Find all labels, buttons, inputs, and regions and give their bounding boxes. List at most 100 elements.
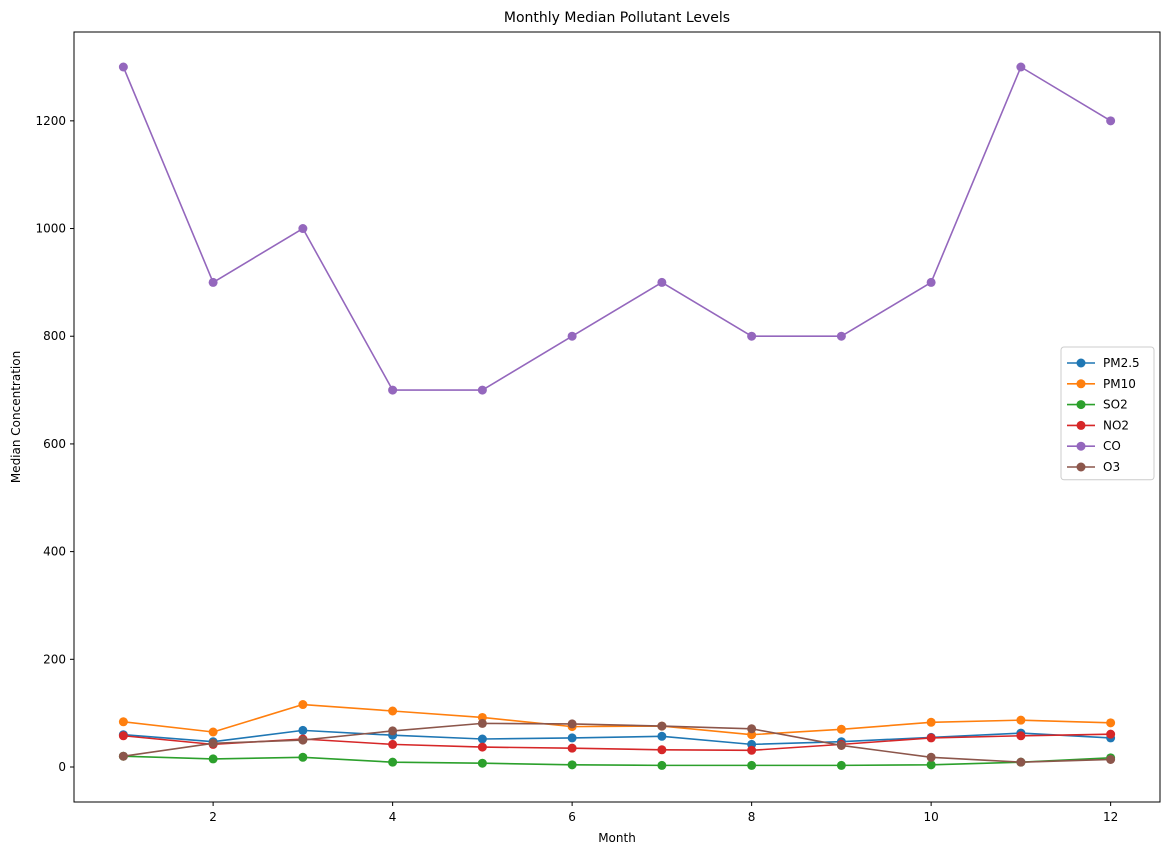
x-tick-label: 2 — [209, 810, 217, 824]
plot-area — [118, 62, 1116, 770]
data-point-no2 — [1016, 731, 1026, 741]
legend-label: CO — [1103, 439, 1121, 453]
legend-marker — [1076, 441, 1086, 451]
data-point-pm2-5 — [298, 725, 308, 735]
series-pm10 — [118, 700, 1116, 740]
series-o3 — [118, 718, 1116, 767]
legend-label: PM10 — [1103, 377, 1136, 391]
data-point-co — [477, 385, 487, 395]
data-point-so2 — [836, 760, 846, 770]
data-point-co — [298, 224, 308, 234]
data-point-o3 — [836, 740, 846, 750]
y-axis-label: Median Concentration — [9, 351, 23, 483]
legend-marker — [1076, 420, 1086, 430]
legend-item-pm10: PM10 — [1067, 377, 1136, 391]
y-axis: 0 200 400 600 800 1000 1200 — [35, 114, 74, 774]
series-line-o3 — [123, 722, 1111, 763]
data-point-so2 — [657, 760, 667, 770]
legend-marker — [1076, 379, 1086, 389]
data-point-o3 — [1106, 754, 1116, 764]
data-point-no2 — [477, 742, 487, 752]
data-point-so2 — [926, 760, 936, 770]
data-point-pm10 — [836, 724, 846, 734]
data-point-co — [1016, 62, 1026, 72]
y-tick-label: 800 — [43, 329, 66, 343]
data-point-so2 — [477, 758, 487, 768]
data-point-co — [1106, 116, 1116, 126]
legend-item-pm2-5: PM2.5 — [1067, 356, 1140, 370]
plot-frame — [73, 31, 1161, 803]
data-point-o3 — [477, 718, 487, 728]
chart-title: Monthly Median Pollutant Levels — [504, 10, 730, 26]
legend-marker — [1076, 400, 1086, 410]
legend-marker — [1076, 462, 1086, 472]
y-tick-label: 1200 — [35, 114, 66, 128]
data-point-pm10 — [118, 717, 128, 727]
series-no2 — [118, 729, 1116, 755]
x-tick-label: 4 — [389, 810, 397, 824]
data-point-so2 — [208, 754, 218, 764]
data-point-pm2-5 — [477, 734, 487, 744]
x-tick-label: 10 — [923, 810, 938, 824]
x-tick-label: 12 — [1103, 810, 1118, 824]
legend-item-so2: SO2 — [1067, 398, 1128, 412]
data-point-co — [118, 62, 128, 72]
data-point-co — [388, 385, 398, 395]
data-point-co — [657, 277, 667, 287]
data-point-co — [208, 277, 218, 287]
data-point-so2 — [747, 760, 757, 770]
legend-label: NO2 — [1103, 418, 1129, 432]
data-point-so2 — [567, 760, 577, 770]
legend-marker — [1076, 358, 1086, 368]
data-point-pm10 — [298, 700, 308, 710]
legend-item-co: CO — [1067, 439, 1121, 453]
data-point-no2 — [926, 733, 936, 743]
data-point-no2 — [657, 745, 667, 755]
data-point-no2 — [1106, 729, 1116, 739]
data-point-o3 — [208, 738, 218, 748]
data-point-pm2-5 — [567, 733, 577, 743]
x-tick-label: 6 — [568, 810, 576, 824]
data-point-o3 — [388, 726, 398, 736]
data-point-pm10 — [926, 717, 936, 727]
data-point-pm10 — [1016, 715, 1026, 725]
series-line-co — [122, 66, 1112, 391]
data-point-o3 — [1016, 757, 1026, 767]
data-point-so2 — [388, 757, 398, 767]
legend-item-o3: O3 — [1067, 460, 1120, 474]
data-point-no2 — [118, 731, 128, 741]
data-point-pm2-5 — [657, 731, 667, 741]
data-point-o3 — [118, 751, 128, 761]
y-tick-label: 200 — [43, 652, 66, 666]
data-point-o3 — [298, 735, 308, 745]
data-point-co — [747, 331, 757, 341]
data-point-co — [836, 331, 846, 341]
data-point-pm10 — [208, 727, 218, 737]
series-line-so2 — [123, 755, 1111, 767]
series-so2 — [118, 751, 1116, 770]
series-co — [118, 62, 1116, 395]
data-point-no2 — [567, 743, 577, 753]
y-tick-label: 600 — [43, 437, 66, 451]
data-point-pm10 — [1106, 718, 1116, 728]
data-point-no2 — [747, 745, 757, 755]
data-point-so2 — [298, 752, 308, 762]
data-point-no2 — [388, 739, 398, 749]
y-tick-label: 1000 — [35, 222, 66, 236]
series-line-pm10 — [123, 703, 1111, 736]
x-axis-label: Month — [598, 831, 636, 845]
legend: PM2.5 PM10 SO2 NO2 CO O3 — [1060, 346, 1155, 481]
legend-item-no2: NO2 — [1067, 418, 1129, 432]
data-point-co — [567, 331, 577, 341]
legend-label: PM2.5 — [1103, 356, 1140, 370]
y-tick-label: 0 — [58, 760, 66, 774]
data-point-pm10 — [388, 706, 398, 716]
data-point-co — [926, 277, 936, 287]
legend-label: O3 — [1103, 460, 1120, 474]
series-line-pm2-5 — [123, 729, 1111, 746]
y-tick-label: 400 — [43, 545, 66, 559]
x-axis: 2 4 6 8 10 12 — [209, 802, 1118, 824]
data-point-o3 — [657, 721, 667, 731]
data-point-o3 — [567, 719, 577, 729]
